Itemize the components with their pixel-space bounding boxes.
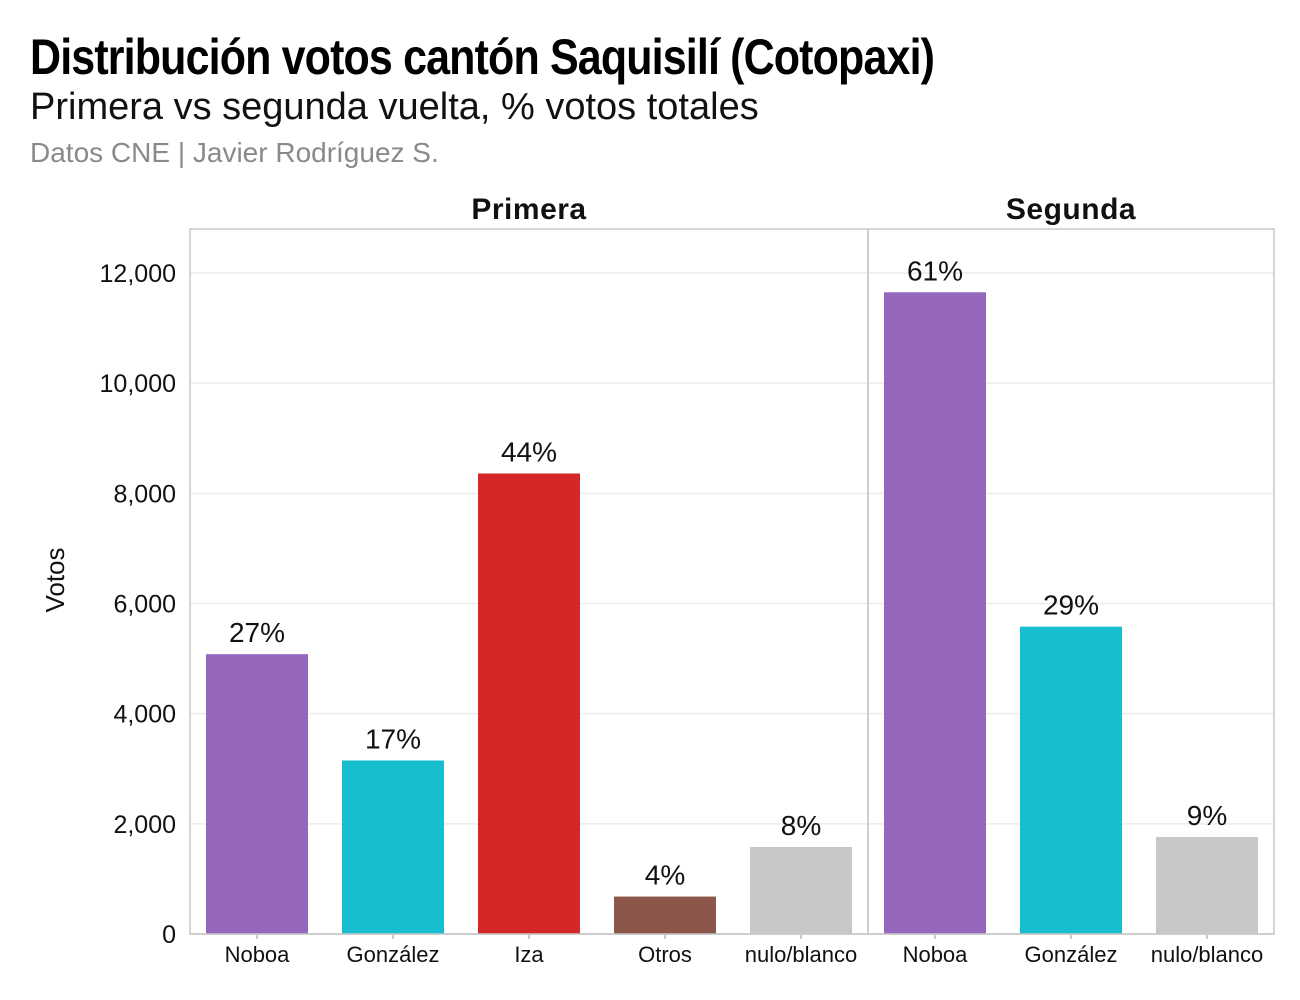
bar-value-label: 29% [1043, 590, 1099, 621]
y-tick-label: 10,000 [100, 370, 176, 398]
y-axis-label: Votos [40, 547, 70, 612]
x-category-label: Noboa [903, 942, 969, 967]
chart-caption: Datos CNE | Javier Rodríguez S. [30, 137, 439, 168]
y-tick-label: 8,000 [113, 480, 176, 508]
bar [342, 760, 444, 934]
bar [614, 896, 716, 934]
bar [750, 846, 852, 934]
x-category-label: nulo/blanco [745, 942, 858, 967]
bar-value-label: 44% [501, 437, 557, 468]
bar [884, 292, 986, 934]
x-category-label: González [1025, 942, 1118, 967]
bar [1156, 837, 1258, 934]
bar [206, 654, 308, 934]
y-tick-label: 6,000 [113, 591, 176, 619]
chart-subtitle: Primera vs segunda vuelta, % votos total… [30, 86, 759, 128]
y-tick-label: 12,000 [100, 260, 176, 288]
y-tick-label: 0 [162, 921, 176, 949]
bar-value-label: 27% [229, 617, 285, 648]
bar-value-label: 17% [365, 723, 421, 754]
bar [1020, 626, 1122, 934]
x-category-label: Otros [638, 942, 692, 967]
bar-value-label: 9% [1187, 800, 1227, 831]
x-category-label: nulo/blanco [1151, 942, 1264, 967]
x-category-label: González [347, 942, 440, 967]
bar [478, 473, 580, 934]
bar-value-label: 4% [645, 860, 685, 891]
x-category-label: Noboa [225, 942, 291, 967]
y-tick-label: 2,000 [113, 811, 176, 839]
panel-title: Segunda [1006, 193, 1136, 226]
x-category-label: Iza [514, 942, 544, 967]
bar-value-label: 61% [907, 255, 963, 286]
chart-title: Distribución votos cantón Saquisilí (Cot… [30, 29, 935, 85]
panel-title: Primera [471, 193, 586, 226]
bar-value-label: 8% [781, 810, 821, 841]
y-tick-label: 4,000 [113, 701, 176, 729]
